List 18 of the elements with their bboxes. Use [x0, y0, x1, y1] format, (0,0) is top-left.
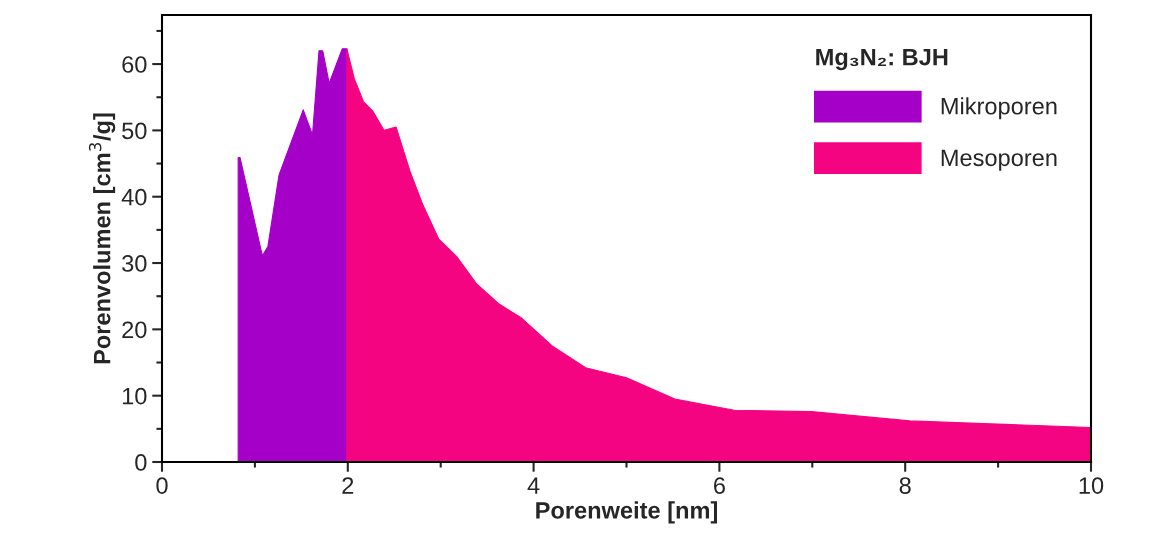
y-tick-label: 0	[135, 454, 147, 471]
legend-label: Mesoporen	[941, 149, 1057, 171]
x-tick-label: 10	[1079, 477, 1104, 494]
x-axis-title: Porenweite [nm]	[536, 501, 718, 524]
y-tick-label: 30	[122, 255, 147, 272]
y-tick-label: 10	[122, 387, 147, 405]
y-tick-label: 40	[121, 188, 147, 206]
y-tick-label: 20	[122, 321, 147, 339]
x-tick-label: 2	[342, 477, 354, 494]
x-tick-label: 8	[899, 477, 911, 494]
y-tick-label: 60	[122, 56, 147, 73]
x-tick-label: 0	[156, 477, 168, 494]
legend-title: Mg₃N₂: BJH	[816, 48, 948, 71]
x-tick-label: 4	[527, 477, 540, 494]
legend-label: Mikroporen	[941, 97, 1057, 120]
y-tick-label: 50	[122, 122, 147, 140]
x-tick-label: 6	[714, 477, 725, 494]
y-axis-title: Porenvolumen [cm$^{3}$/g]	[88, 113, 116, 364]
